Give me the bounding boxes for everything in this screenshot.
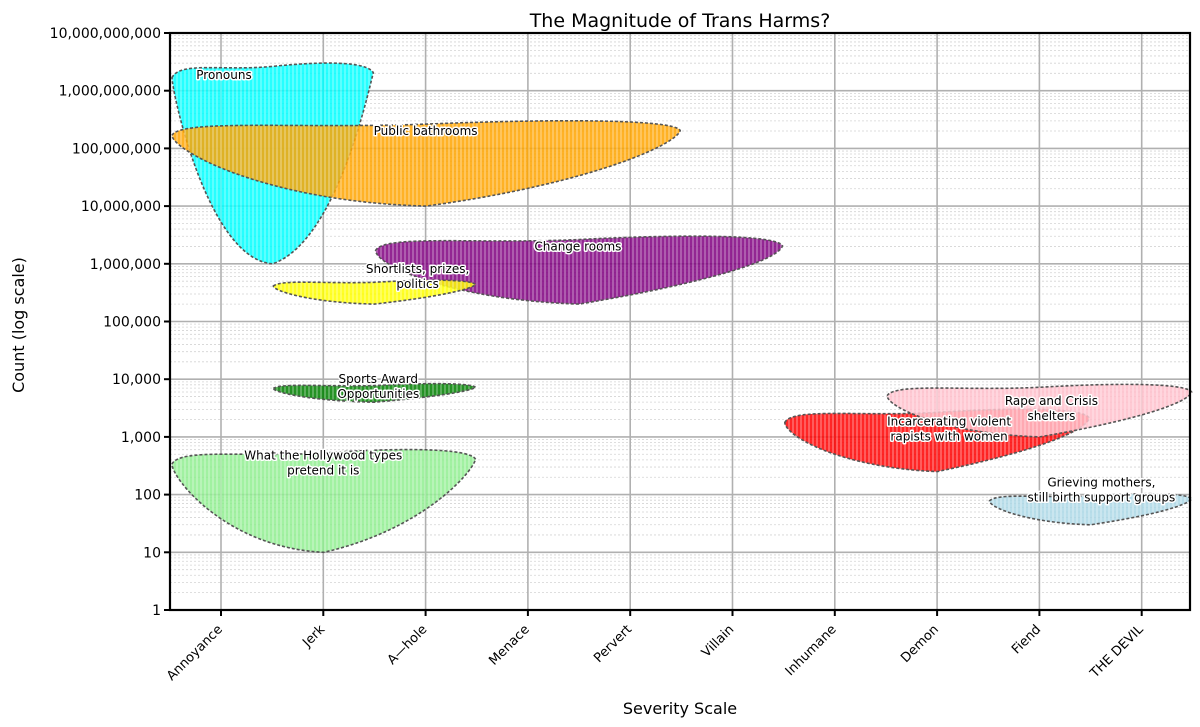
area-shortlists-prizes-politics bbox=[272, 279, 477, 305]
area-label: rapists with women bbox=[890, 429, 1007, 443]
area-label: politics bbox=[396, 277, 439, 291]
area-grieving-mothers-still-birth-support-groups bbox=[988, 492, 1193, 526]
area-what-the-hollywood-types-pretend-it-is bbox=[171, 448, 477, 554]
x-tick-label: Demon bbox=[898, 622, 942, 666]
area-labels: Pronouns Public bathrooms Change rooms Shor… bbox=[195, 67, 1177, 506]
x-tick-label: Annoyance bbox=[164, 622, 226, 684]
area-label: Rape and Crisis bbox=[1005, 394, 1098, 408]
y-tick-label: 1,000,000 bbox=[90, 257, 161, 273]
area-label: Opportunities bbox=[337, 387, 419, 401]
y-tick-label: 10,000,000,000 bbox=[50, 26, 161, 42]
area-change-rooms bbox=[374, 235, 784, 305]
x-tick-label: Inhumane bbox=[783, 622, 840, 679]
area-label: Grieving mothers, bbox=[1047, 476, 1155, 490]
y-tick-label: 10,000 bbox=[112, 372, 161, 388]
area-public-bathrooms bbox=[171, 119, 682, 207]
area-label: Pronouns bbox=[196, 68, 251, 82]
area-sports-award-opportunities bbox=[272, 382, 477, 404]
area-label: pretend it is bbox=[287, 464, 359, 478]
y-tick-label: 10 bbox=[143, 545, 161, 561]
area-label: Public bathrooms bbox=[374, 124, 478, 138]
area-label: Sports Award bbox=[339, 372, 419, 386]
area-label: Shortlists, prizes, bbox=[366, 262, 469, 276]
y-tick-label: 1,000 bbox=[121, 430, 161, 446]
x-tick-label: Villain bbox=[699, 622, 737, 660]
area-label: still birth support groups bbox=[1028, 491, 1176, 505]
area-label: shelters bbox=[1027, 409, 1075, 423]
chart-title: The Magnitude of Trans Harms? bbox=[529, 10, 831, 32]
x-tick-label: THE DEVIL bbox=[1087, 622, 1147, 682]
x-tick-label: Fiend bbox=[1009, 622, 1044, 657]
y-tick-label: 1 bbox=[152, 603, 161, 619]
x-tick-label: A—hole bbox=[385, 622, 431, 668]
x-tick-label: Jerk bbox=[299, 622, 328, 651]
x-axis-title: Severity Scale bbox=[623, 699, 737, 718]
y-tick-label: 100,000,000 bbox=[72, 141, 161, 157]
x-tick-label: Pervert bbox=[591, 622, 635, 666]
y-tick-label: 100,000 bbox=[103, 315, 161, 331]
harm-areas bbox=[171, 62, 1193, 554]
y-tick-label: 1,000,000,000 bbox=[59, 84, 161, 100]
area-label: Incarcerating violent bbox=[887, 414, 1011, 428]
area-label: Change rooms bbox=[534, 239, 621, 253]
area-label: What the Hollywood types bbox=[244, 449, 402, 463]
x-tick-label: Menace bbox=[486, 622, 532, 668]
y-tick-label: 100 bbox=[134, 488, 161, 504]
y-tick-label: 10,000,000 bbox=[81, 199, 161, 215]
area-rape-and-crisis-shelters bbox=[886, 383, 1193, 438]
y-axis-title: Count (log scale) bbox=[9, 257, 28, 393]
